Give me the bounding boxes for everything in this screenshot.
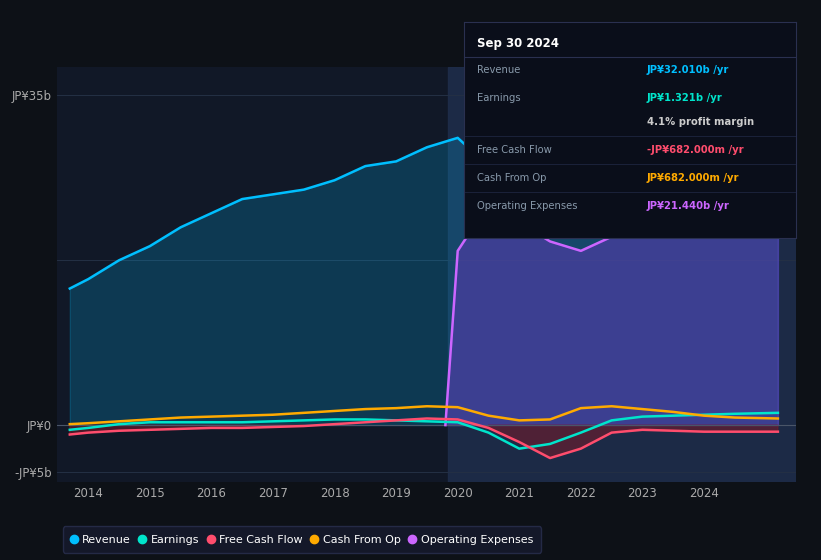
Text: JP¥21.440b /yr: JP¥21.440b /yr [647, 200, 730, 211]
Text: JP¥32.010b /yr: JP¥32.010b /yr [647, 65, 729, 75]
Text: Cash From Op: Cash From Op [477, 172, 547, 183]
Text: Revenue: Revenue [477, 65, 521, 75]
Text: Sep 30 2024: Sep 30 2024 [477, 38, 559, 50]
Text: JP¥682.000m /yr: JP¥682.000m /yr [647, 172, 739, 183]
Text: JP¥1.321b /yr: JP¥1.321b /yr [647, 93, 722, 103]
Bar [448, 67, 796, 482]
Text: Earnings: Earnings [477, 93, 521, 103]
Text: Free Cash Flow: Free Cash Flow [477, 144, 552, 155]
Legend: Revenue, Earnings, Free Cash Flow, Cash From Op, Operating Expenses: Revenue, Earnings, Free Cash Flow, Cash … [63, 526, 541, 553]
Text: -JP¥682.000m /yr: -JP¥682.000m /yr [647, 144, 743, 155]
Text: 4.1% profit margin: 4.1% profit margin [647, 116, 754, 127]
Text: Operating Expenses: Operating Expenses [477, 200, 578, 211]
